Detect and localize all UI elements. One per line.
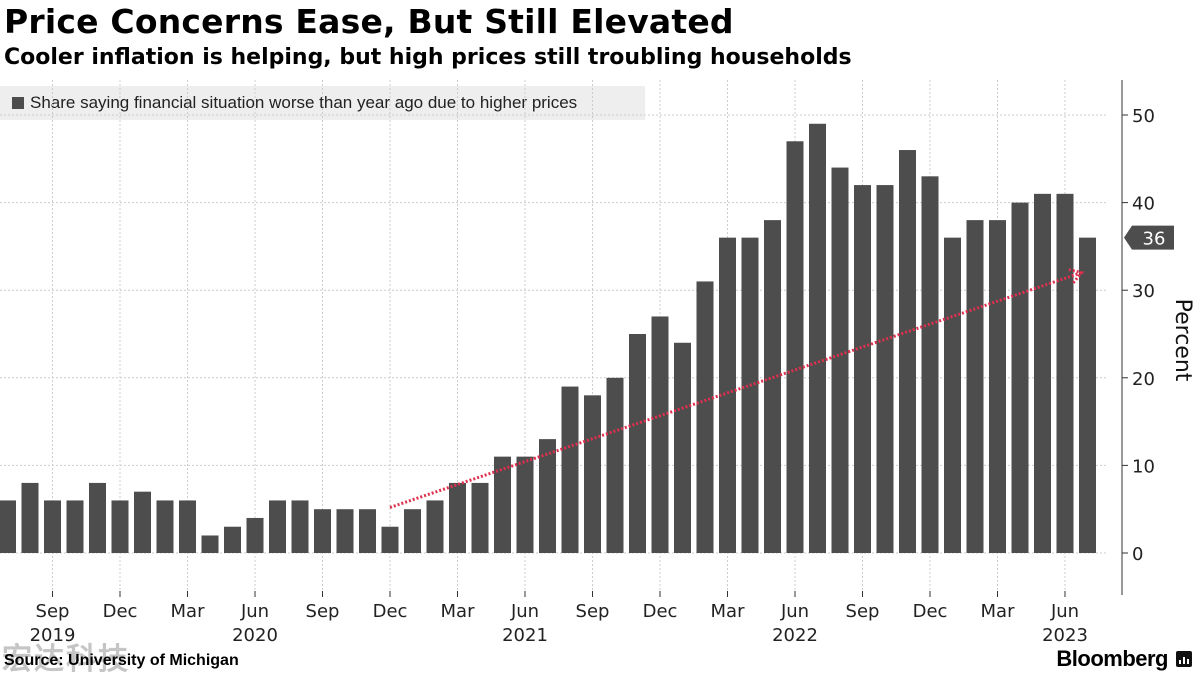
x-tick-label: Jun	[780, 601, 809, 622]
bar	[966, 220, 984, 553]
x-tick-year-label: 2021	[502, 625, 548, 646]
bar	[1079, 237, 1096, 553]
legend-swatch	[12, 97, 24, 109]
bar	[651, 316, 669, 553]
bar	[899, 150, 916, 554]
bar	[786, 141, 804, 553]
bar	[269, 500, 286, 553]
bar	[359, 509, 376, 553]
bar	[764, 220, 781, 553]
bar	[674, 342, 691, 553]
bar	[224, 526, 241, 553]
x-tick-year-label: 2023	[1042, 625, 1088, 646]
bar	[876, 185, 894, 553]
bar	[629, 334, 646, 553]
x-tick-label: Sep	[306, 601, 340, 622]
bar	[854, 185, 871, 553]
y-tick-label: 10	[1132, 456, 1155, 477]
y-axis-title: Percent	[1170, 299, 1195, 382]
x-tick-label: Jun	[1050, 601, 1079, 622]
x-tick-label: Dec	[103, 601, 138, 622]
bar	[314, 509, 331, 553]
bar	[831, 167, 849, 553]
y-tick-label: 50	[1132, 106, 1155, 127]
bar	[1011, 202, 1029, 553]
bar	[606, 377, 624, 553]
bar	[201, 535, 219, 553]
chart-subtitle: Cooler inflation is helping, but high pr…	[4, 45, 852, 70]
x-tick-year-label: 2022	[772, 625, 818, 646]
bar	[449, 482, 466, 553]
y-tick-label: 20	[1132, 369, 1155, 390]
bar	[111, 500, 129, 553]
bar	[989, 220, 1006, 553]
bloomberg-terminal-icon	[1176, 651, 1192, 667]
x-tick-label: Dec	[643, 601, 678, 622]
x-tick-label: Sep	[576, 601, 610, 622]
y-tick-label: 40	[1132, 194, 1155, 215]
bar	[1056, 193, 1074, 553]
bar	[246, 517, 264, 553]
bar	[561, 386, 579, 553]
legend: Share saying financial situation worse t…	[0, 86, 645, 120]
bar	[0, 500, 16, 553]
bar	[404, 509, 421, 553]
bar	[156, 500, 174, 553]
x-tick-label: Jun	[240, 601, 269, 622]
bar	[696, 281, 714, 553]
x-tick-label: Mar	[171, 601, 206, 622]
x-tick-label: Sep	[36, 601, 70, 622]
bar	[809, 123, 826, 553]
bar	[291, 500, 309, 553]
brand-logo: Bloomberg	[1056, 646, 1192, 672]
bar	[89, 482, 106, 553]
x-tick-label: Dec	[373, 601, 408, 622]
source-note: Source: University of Michigan	[4, 652, 239, 669]
bar	[584, 395, 601, 553]
bar	[471, 482, 489, 553]
brand-name: Bloomberg	[1056, 646, 1168, 671]
x-tick-label: Jun	[510, 601, 539, 622]
x-tick-year-label: 2019	[30, 625, 76, 646]
watermark: 宏达科技	[2, 642, 130, 677]
x-tick-label: Mar	[441, 601, 476, 622]
bar	[336, 509, 354, 553]
bar	[539, 439, 556, 553]
chart-title: Price Concerns Ease, But Still Elevated	[4, 2, 734, 41]
bar	[516, 456, 534, 553]
bar	[921, 176, 939, 553]
trend-arrow-head	[1068, 268, 1085, 284]
bar	[66, 500, 84, 553]
y-tick-label: 0	[1132, 544, 1143, 565]
legend-label: Share saying financial situation worse t…	[30, 93, 578, 112]
bar	[426, 500, 444, 553]
bar	[179, 500, 196, 553]
last-value-label: 36	[1143, 229, 1166, 250]
x-tick-label: Mar	[711, 601, 746, 622]
last-value-callout	[1124, 225, 1174, 250]
bar	[494, 456, 511, 553]
x-tick-label: Dec	[913, 601, 948, 622]
bar	[741, 237, 759, 553]
bar	[1034, 193, 1051, 553]
bar	[381, 526, 399, 553]
x-tick-label: Sep	[846, 601, 880, 622]
bar	[944, 237, 961, 553]
bar	[134, 491, 151, 553]
y-tick-label: 30	[1132, 281, 1155, 302]
bar	[21, 482, 39, 553]
bar	[719, 237, 736, 553]
x-tick-year-label: 2020	[232, 625, 278, 646]
bar	[44, 500, 61, 553]
trend-arrow-line	[389, 271, 1082, 509]
x-tick-label: Mar	[981, 601, 1016, 622]
